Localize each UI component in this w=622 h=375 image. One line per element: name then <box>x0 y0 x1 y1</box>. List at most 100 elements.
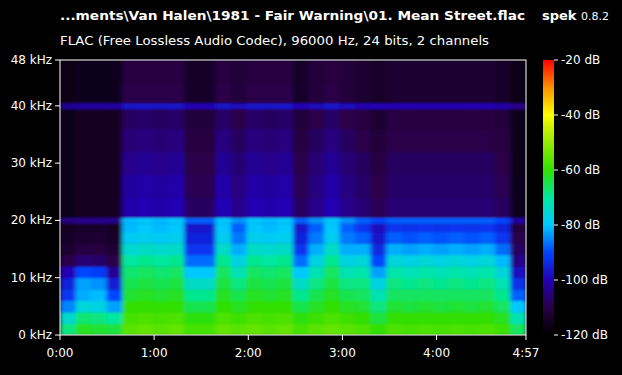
cell <box>231 152 247 175</box>
cell <box>200 223 216 232</box>
cell <box>464 266 480 278</box>
cell <box>246 83 262 103</box>
cell <box>402 255 418 267</box>
cell <box>386 175 402 198</box>
cell <box>386 109 402 129</box>
cell <box>107 83 123 103</box>
cell <box>386 60 402 83</box>
cell <box>340 301 356 313</box>
cell <box>495 129 511 152</box>
cell <box>386 278 402 290</box>
cell <box>479 175 495 198</box>
cell <box>417 218 433 224</box>
cell <box>495 266 511 278</box>
cell <box>107 109 123 129</box>
cell <box>324 129 340 152</box>
cell <box>355 198 371 218</box>
cell <box>510 301 526 313</box>
cell <box>402 289 418 301</box>
cell <box>153 175 169 198</box>
cell <box>510 129 526 152</box>
cell <box>340 218 356 224</box>
cell <box>122 83 138 103</box>
cell <box>138 129 154 152</box>
cell <box>417 278 433 290</box>
cell <box>60 218 76 224</box>
cell <box>433 129 449 152</box>
cell <box>402 83 418 103</box>
cell <box>107 218 123 224</box>
cell <box>448 243 464 255</box>
cell <box>138 218 154 224</box>
cell <box>448 312 464 324</box>
cell <box>231 278 247 290</box>
cell <box>293 218 309 224</box>
cell <box>107 129 123 152</box>
cell <box>402 129 418 152</box>
cell <box>340 152 356 175</box>
cell <box>510 255 526 267</box>
cell <box>293 198 309 218</box>
cell <box>448 109 464 129</box>
cell <box>169 60 185 83</box>
color-tick-label: -60 dB <box>561 163 600 177</box>
cell <box>448 198 464 218</box>
app-version: 0.8.2 <box>581 10 609 23</box>
cell <box>76 255 92 267</box>
cell <box>402 324 418 335</box>
y-tick-label: 40 kHz <box>11 99 52 113</box>
cell <box>386 301 402 313</box>
cell <box>371 243 387 255</box>
cell <box>76 129 92 152</box>
cell <box>91 129 107 152</box>
cell <box>262 243 278 255</box>
cell <box>231 109 247 129</box>
x-tick <box>526 335 527 340</box>
cell <box>417 243 433 255</box>
cell <box>91 301 107 313</box>
cell <box>246 152 262 175</box>
cell <box>464 109 480 129</box>
cell <box>510 152 526 175</box>
color-tick-label: -20 dB <box>561 53 600 67</box>
cell <box>76 232 92 244</box>
cell <box>138 83 154 103</box>
cell <box>76 218 92 224</box>
cell <box>510 266 526 278</box>
y-tick <box>55 105 60 106</box>
cell <box>433 232 449 244</box>
cell <box>479 324 495 335</box>
cell <box>107 266 123 278</box>
cell <box>262 83 278 103</box>
cell <box>386 324 402 335</box>
cell <box>246 324 262 335</box>
cell <box>122 312 138 324</box>
x-tick-label: 1:00 <box>141 346 168 360</box>
cell <box>386 232 402 244</box>
cell <box>200 312 216 324</box>
cell <box>433 60 449 83</box>
y-tick-label: 10 kHz <box>11 271 52 285</box>
cell <box>91 198 107 218</box>
cell <box>495 83 511 103</box>
cell <box>402 103 418 109</box>
cell <box>200 243 216 255</box>
cell <box>122 109 138 129</box>
cell <box>169 312 185 324</box>
cell <box>355 129 371 152</box>
cell <box>262 175 278 198</box>
cell <box>371 152 387 175</box>
cell <box>495 278 511 290</box>
cell <box>402 312 418 324</box>
cell <box>371 301 387 313</box>
cell <box>433 103 449 109</box>
cell <box>262 278 278 290</box>
cell <box>215 152 231 175</box>
cell <box>91 109 107 129</box>
cell <box>277 278 293 290</box>
cell <box>215 324 231 335</box>
cell <box>402 232 418 244</box>
cell <box>184 103 200 109</box>
cell <box>169 243 185 255</box>
cell <box>309 175 325 198</box>
